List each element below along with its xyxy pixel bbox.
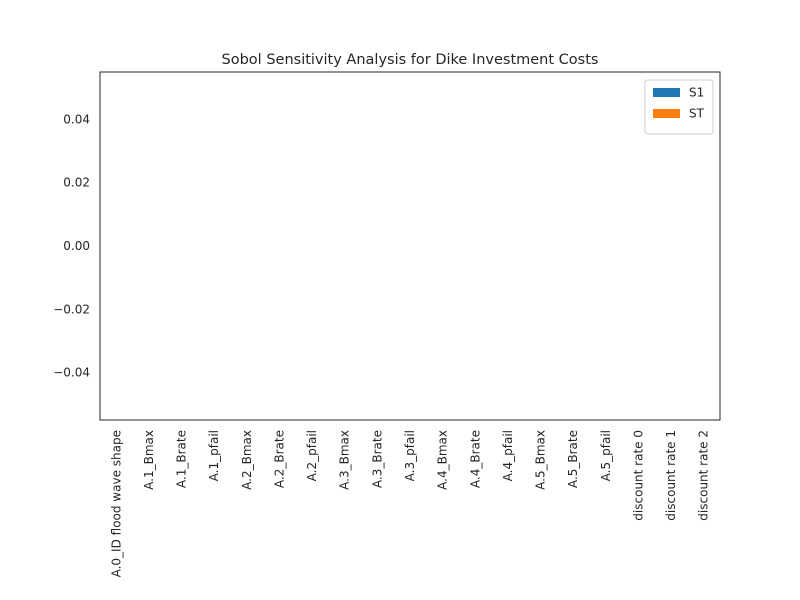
x-tick-label: A.2_Brate: [272, 430, 286, 488]
x-tick-label: A.2_pfail: [305, 430, 319, 481]
legend-swatch: [653, 88, 680, 97]
x-tick-label: A.1_pfail: [207, 430, 221, 481]
x-tick-label: discount rate 2: [697, 430, 711, 521]
x-tick-label: A.5_pfail: [599, 430, 613, 481]
legend-label: S1: [689, 86, 704, 100]
chart-title: Sobol Sensitivity Analysis for Dike Inve…: [222, 52, 599, 68]
x-tick-label: discount rate 1: [664, 430, 678, 521]
x-tick-label: A.3_Bmax: [338, 430, 352, 490]
x-tick-label: A.1_Bmax: [142, 430, 156, 490]
x-tick-label: A.3_pfail: [403, 430, 417, 481]
x-tick-label: A.4_pfail: [501, 430, 515, 481]
y-tick-label: −0.02: [53, 302, 90, 316]
y-tick-label: 0.04: [63, 112, 90, 126]
x-tick-label: discount rate 0: [631, 430, 645, 521]
legend-swatch: [653, 109, 680, 118]
x-tick-label: A.4_Brate: [468, 430, 482, 488]
legend-label: ST: [689, 107, 705, 121]
x-tick-label: A.4_Bmax: [436, 430, 450, 490]
y-tick-label: 0.02: [63, 176, 90, 190]
x-tick-label: A.0_ID flood wave shape: [109, 430, 123, 577]
y-tick-label: −0.04: [53, 366, 90, 380]
y-tick-label: 0.00: [63, 239, 90, 253]
axes-frame: [99, 71, 721, 421]
x-tick-label: A.1_Brate: [175, 430, 189, 488]
x-tick-label: A.5_Brate: [566, 430, 580, 488]
x-tick-label: A.5_Bmax: [534, 430, 548, 490]
x-tick-label: A.3_Brate: [370, 430, 384, 488]
x-tick-label: A.2_Bmax: [240, 430, 254, 490]
